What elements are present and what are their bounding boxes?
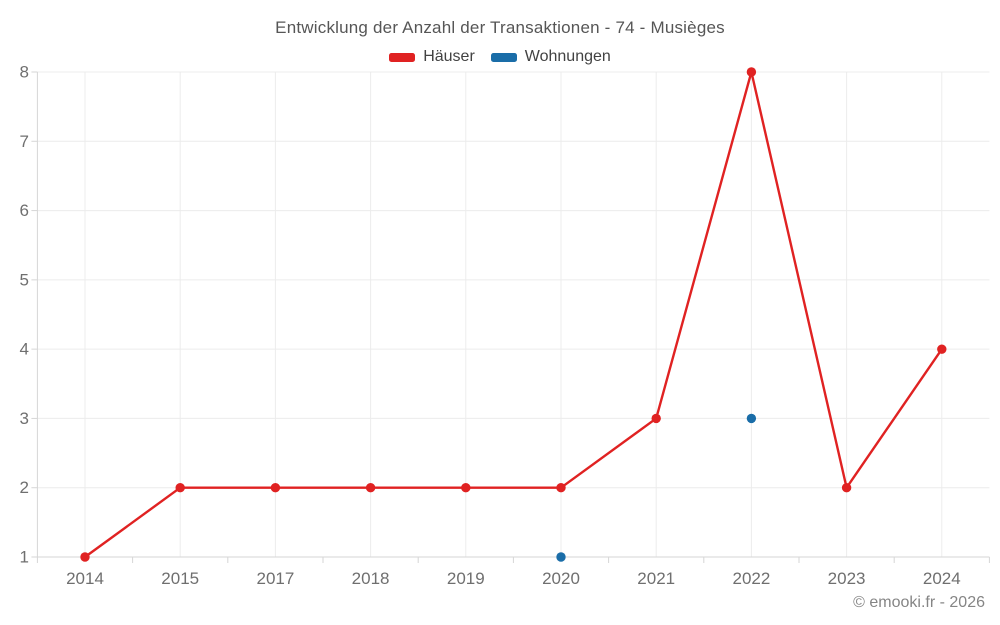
y-tick-label: 3 — [20, 409, 29, 428]
legend-label-wohnungen: Wohnungen — [524, 48, 611, 65]
legend-item-hauser[interactable]: Häuser — [389, 48, 475, 66]
data-point-wohnungen-2022[interactable] — [746, 413, 757, 424]
y-tick-label: 4 — [20, 340, 29, 359]
y-tick-label: 2 — [20, 478, 29, 497]
y-tick-label: 7 — [20, 132, 29, 151]
chart-legend: Häuser Wohnungen — [0, 46, 1000, 68]
x-tick-label: 2023 — [828, 569, 866, 588]
x-tick-label: 2015 — [161, 569, 199, 588]
x-tick-label: 2020 — [542, 569, 580, 588]
data-point-h-user-2018[interactable] — [365, 483, 376, 493]
data-point-h-user-2023[interactable] — [841, 483, 852, 493]
data-point-h-user-2021[interactable] — [651, 413, 661, 424]
data-point-h-user-2015[interactable] — [175, 483, 185, 493]
data-point-wohnungen-2020[interactable] — [556, 552, 566, 562]
y-tick-label: 1 — [20, 548, 29, 567]
data-point-h-user-2017[interactable] — [270, 483, 281, 493]
legend-item-wohnungen[interactable]: Wohnungen — [490, 48, 611, 66]
y-tick-label: 5 — [20, 270, 29, 289]
x-tick-label: 2022 — [732, 569, 770, 588]
data-point-h-user-2020[interactable] — [556, 483, 566, 493]
x-tick-label: 2021 — [637, 569, 675, 588]
data-point-h-user-2014[interactable] — [80, 552, 90, 562]
hauser-legend-marker-icon — [389, 52, 416, 62]
copyright-footer: © emooki.fr - 2026 — [853, 594, 985, 611]
wohnungen-legend-marker-icon — [490, 52, 517, 62]
x-tick-label: 2019 — [447, 569, 485, 588]
x-tick-label: 2017 — [256, 569, 294, 588]
x-tick-label: 2024 — [923, 569, 961, 588]
data-point-h-user-2022[interactable] — [746, 67, 757, 77]
x-tick-label: 2014 — [66, 569, 104, 588]
legend-label-hauser: Häuser — [423, 48, 475, 65]
y-tick-label: 6 — [20, 201, 29, 220]
data-point-h-user-2019[interactable] — [461, 483, 471, 493]
chart-title: Entwicklung der Anzahl der Transaktionen… — [275, 18, 725, 37]
data-point-h-user-2024[interactable] — [937, 344, 947, 354]
y-tick-label: 8 — [20, 63, 29, 82]
series-line-h-user[interactable] — [83, 70, 943, 559]
x-tick-label: 2018 — [352, 569, 390, 588]
